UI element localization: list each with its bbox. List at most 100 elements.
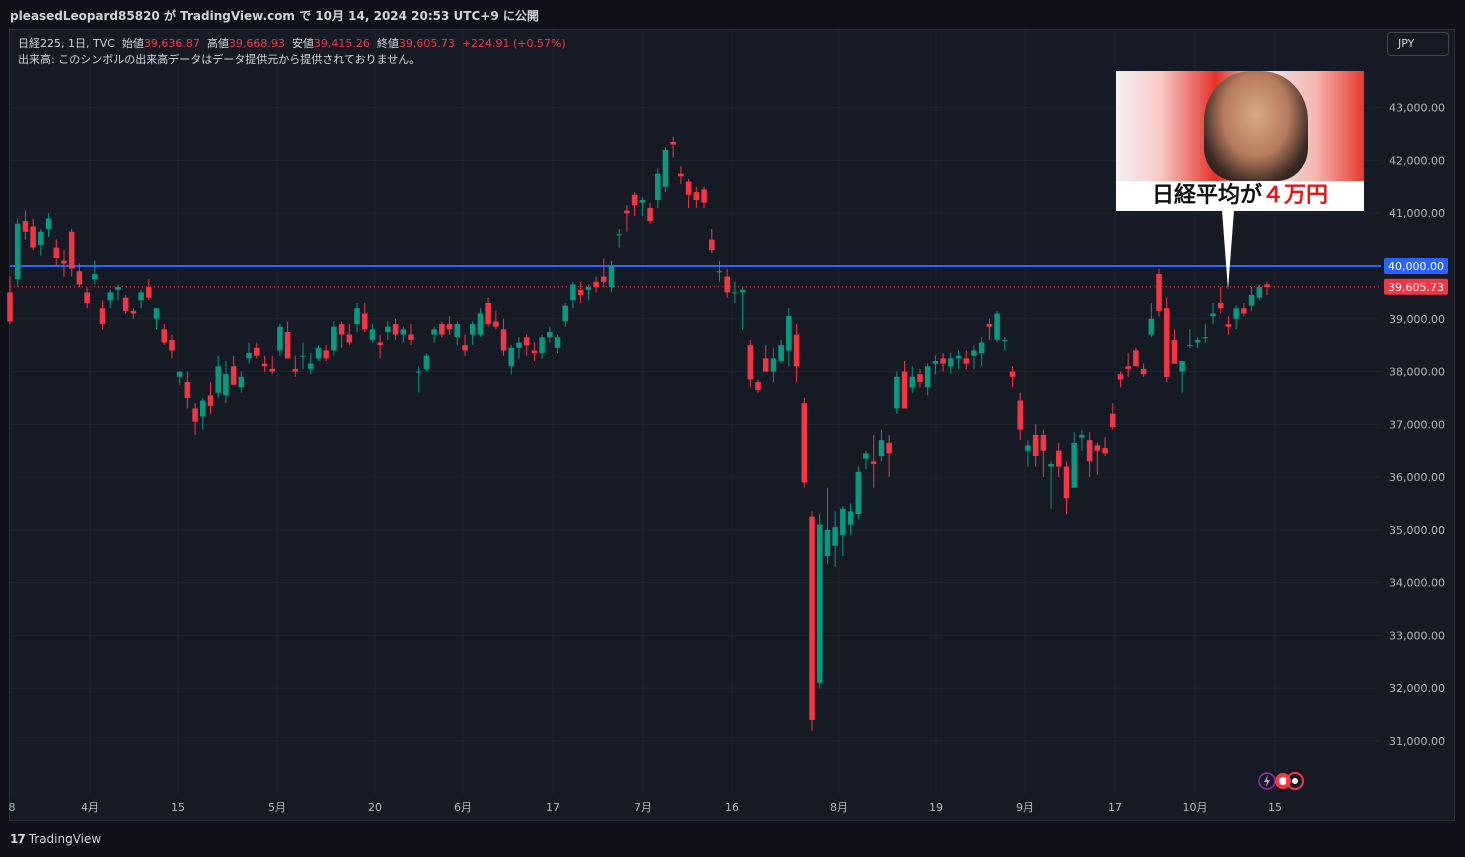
candle[interactable] xyxy=(1086,432,1093,478)
candle[interactable] xyxy=(832,511,838,567)
candle[interactable] xyxy=(361,302,368,332)
candle[interactable] xyxy=(948,353,954,375)
candle[interactable] xyxy=(801,397,808,488)
candle[interactable] xyxy=(454,321,461,346)
candle[interactable] xyxy=(300,342,306,369)
candle[interactable] xyxy=(469,321,476,346)
currency-button[interactable]: JPY xyxy=(1387,32,1449,56)
candle[interactable] xyxy=(439,321,445,338)
candle[interactable] xyxy=(708,229,715,253)
candle[interactable] xyxy=(184,371,191,409)
candle[interactable] xyxy=(292,355,299,377)
candle[interactable] xyxy=(724,268,730,298)
candle[interactable] xyxy=(331,321,337,356)
candle[interactable] xyxy=(84,287,90,309)
candle[interactable] xyxy=(1233,305,1239,330)
candle[interactable] xyxy=(431,326,437,343)
candle[interactable] xyxy=(192,403,198,435)
candle[interactable] xyxy=(176,371,183,385)
candle[interactable] xyxy=(508,345,515,375)
candle[interactable] xyxy=(1156,268,1162,317)
candle[interactable] xyxy=(739,287,746,330)
candle[interactable] xyxy=(1148,302,1155,338)
brand-name[interactable]: TradingView xyxy=(28,832,102,846)
candle[interactable] xyxy=(732,281,738,303)
candle[interactable] xyxy=(1032,424,1039,467)
candle[interactable] xyxy=(153,308,160,330)
candle[interactable] xyxy=(870,434,877,488)
candle[interactable] xyxy=(639,197,646,216)
candle[interactable] xyxy=(685,178,692,208)
candle[interactable] xyxy=(516,337,522,359)
candle[interactable] xyxy=(655,168,661,208)
candle[interactable] xyxy=(693,186,700,208)
candle[interactable] xyxy=(971,345,977,369)
candle[interactable] xyxy=(1094,442,1101,475)
candle[interactable] xyxy=(577,281,584,303)
candle[interactable] xyxy=(932,355,939,375)
candle[interactable] xyxy=(1248,287,1255,311)
candle[interactable] xyxy=(1133,347,1139,367)
candle[interactable] xyxy=(423,353,430,372)
candle[interactable] xyxy=(570,281,576,309)
candle[interactable] xyxy=(840,506,846,557)
candle[interactable] xyxy=(1009,366,1016,388)
candle[interactable] xyxy=(678,165,684,185)
replay-badge-icon[interactable] xyxy=(1257,771,1305,791)
candle[interactable] xyxy=(253,342,260,359)
candle[interactable] xyxy=(315,345,322,361)
symbol-label[interactable]: 日経225, 1日, TVC xyxy=(18,37,115,50)
candle[interactable] xyxy=(1056,442,1062,478)
candle[interactable] xyxy=(230,355,237,385)
candle[interactable] xyxy=(894,371,900,414)
candle[interactable] xyxy=(1187,329,1193,348)
candle[interactable] xyxy=(824,487,831,565)
candle[interactable] xyxy=(169,334,175,359)
candle[interactable] xyxy=(45,213,52,237)
candle[interactable] xyxy=(61,250,67,277)
candle[interactable] xyxy=(978,337,985,367)
candle[interactable] xyxy=(1002,337,1008,351)
candle[interactable] xyxy=(863,450,869,470)
candle[interactable] xyxy=(855,466,862,520)
candle[interactable] xyxy=(816,514,823,689)
candle[interactable] xyxy=(30,218,36,251)
candle[interactable] xyxy=(1048,461,1054,509)
candle[interactable] xyxy=(1256,284,1263,301)
candle[interactable] xyxy=(1079,429,1085,451)
candle[interactable] xyxy=(616,229,622,248)
candle[interactable] xyxy=(1202,324,1209,343)
candle[interactable] xyxy=(963,350,970,369)
tradingview-logo-icon[interactable]: 17 xyxy=(10,832,26,846)
candle[interactable] xyxy=(1071,432,1077,488)
candle[interactable] xyxy=(92,260,98,285)
candle[interactable] xyxy=(53,239,60,266)
candle[interactable] xyxy=(886,434,892,478)
candle[interactable] xyxy=(462,334,468,356)
candle[interactable] xyxy=(786,308,792,367)
candle[interactable] xyxy=(1171,329,1178,364)
candle[interactable] xyxy=(770,347,777,383)
candle[interactable] xyxy=(130,308,137,319)
candle[interactable] xyxy=(547,326,553,343)
candle[interactable] xyxy=(1241,302,1247,317)
candle[interactable] xyxy=(307,353,314,375)
candle[interactable] xyxy=(747,339,754,388)
candle[interactable] xyxy=(392,318,399,340)
candle[interactable] xyxy=(446,316,453,335)
candle[interactable] xyxy=(76,263,83,288)
candle[interactable] xyxy=(762,345,769,372)
candle[interactable] xyxy=(670,136,676,158)
candle[interactable] xyxy=(562,302,569,327)
candle[interactable] xyxy=(624,205,630,232)
candle[interactable] xyxy=(1225,316,1232,335)
candle[interactable] xyxy=(7,276,13,325)
candle[interactable] xyxy=(415,366,422,393)
candle[interactable] xyxy=(354,302,360,332)
candle[interactable] xyxy=(1264,281,1270,296)
candle[interactable] xyxy=(493,310,499,330)
candle[interactable] xyxy=(701,186,707,208)
candle[interactable] xyxy=(631,192,638,216)
candle[interactable] xyxy=(115,284,121,301)
candle[interactable] xyxy=(500,318,507,356)
